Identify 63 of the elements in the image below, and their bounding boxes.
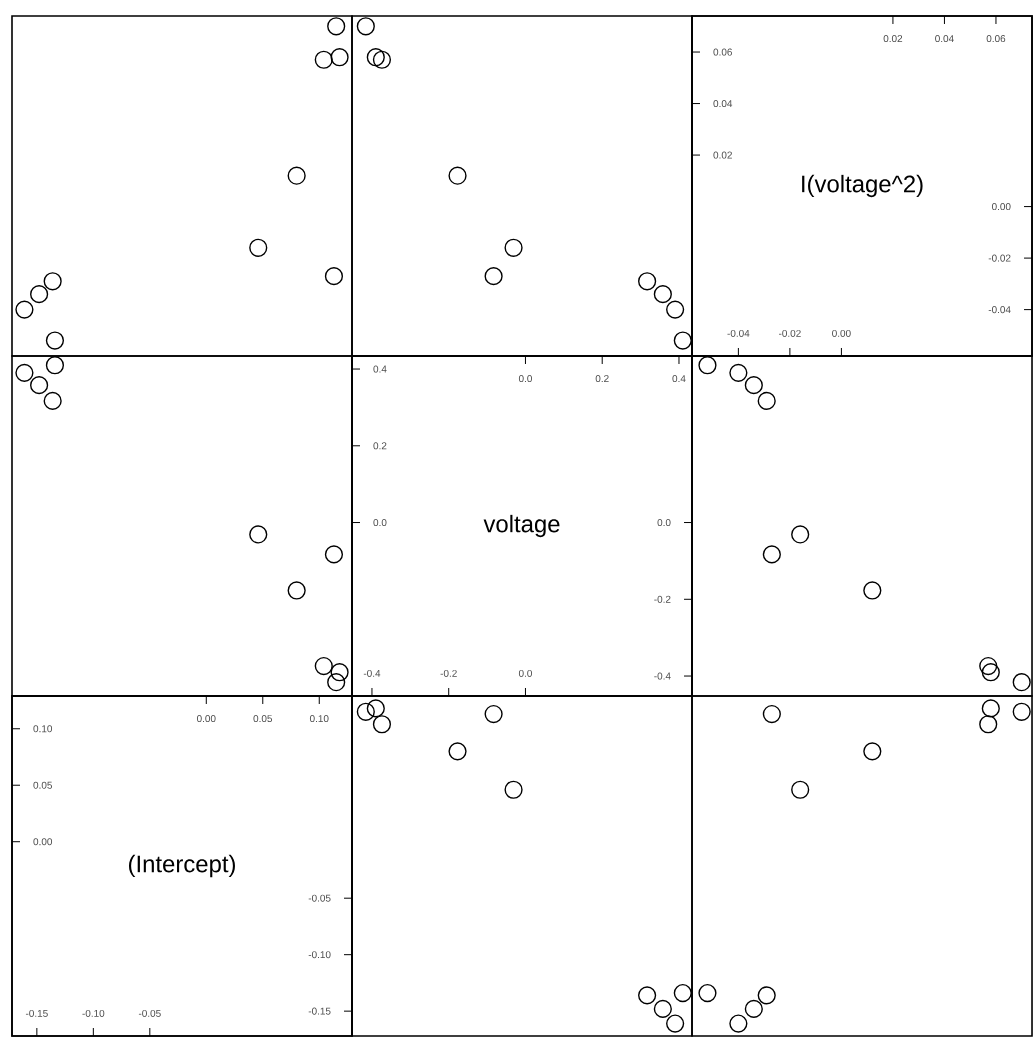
point (638, 272, 657, 291)
point (287, 581, 306, 600)
point (1012, 673, 1031, 692)
point (762, 545, 781, 564)
point (15, 300, 34, 319)
point (324, 545, 344, 564)
point (698, 356, 717, 375)
point (43, 272, 62, 291)
text: (Intercept) (128, 854, 235, 878)
point (287, 166, 306, 185)
point (324, 267, 344, 286)
point (314, 656, 333, 676)
point (504, 238, 523, 257)
point (979, 656, 998, 676)
point (673, 983, 692, 1003)
point (366, 48, 385, 67)
point (356, 702, 375, 721)
point (448, 742, 467, 761)
point (729, 363, 748, 382)
point (15, 363, 34, 382)
point (744, 999, 763, 1018)
point (863, 581, 882, 600)
text: voltage (483, 514, 560, 538)
point (638, 986, 657, 1005)
point (653, 999, 672, 1018)
point (45, 356, 65, 375)
point (366, 699, 385, 718)
point (729, 1014, 748, 1033)
point (484, 704, 503, 724)
point (327, 673, 346, 692)
point (43, 391, 62, 410)
point (372, 50, 392, 69)
point (327, 17, 346, 36)
point (504, 780, 523, 799)
point (45, 331, 65, 350)
point (791, 525, 810, 544)
point (863, 742, 882, 761)
point (249, 238, 268, 257)
point (330, 48, 349, 67)
point (1012, 702, 1031, 721)
point (762, 704, 781, 724)
text: I(voltage^2) (802, 174, 923, 198)
point (791, 780, 810, 799)
point (666, 300, 685, 319)
point (448, 166, 467, 185)
point (356, 17, 375, 36)
point (249, 525, 268, 544)
point (30, 285, 49, 304)
point (757, 986, 776, 1005)
point (673, 331, 692, 350)
point (698, 983, 717, 1003)
point (30, 376, 49, 395)
point (744, 376, 763, 395)
point (981, 699, 1000, 718)
point (314, 50, 333, 69)
point (666, 1014, 685, 1033)
point (372, 715, 392, 734)
point (757, 391, 776, 410)
point (981, 663, 1000, 682)
point (979, 715, 998, 734)
point (330, 663, 349, 682)
point (484, 267, 503, 286)
point (653, 285, 672, 304)
